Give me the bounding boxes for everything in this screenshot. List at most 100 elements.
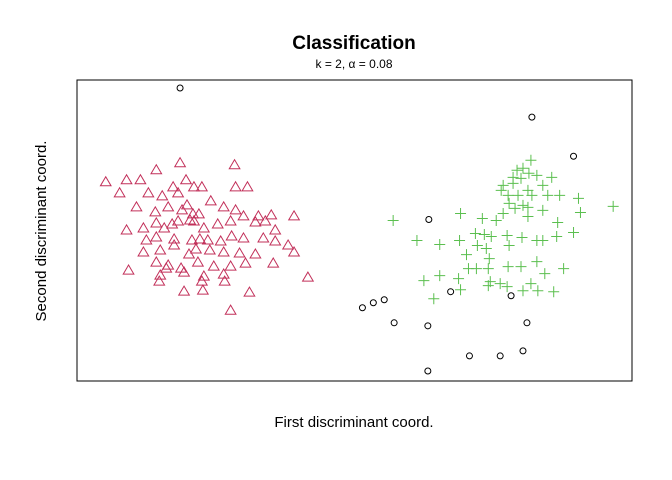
triangle-point: [269, 223, 282, 235]
circle-point: [390, 319, 398, 327]
triangle-point: [120, 173, 133, 185]
triangle-point: [149, 205, 162, 217]
triangle-point: [287, 245, 301, 257]
triangle-point: [201, 233, 215, 245]
plus-point: [482, 263, 494, 275]
chart-subtitle: k = 2, α = 0.08: [316, 57, 393, 71]
triangle-point: [267, 257, 280, 268]
triangle-point: [237, 209, 250, 221]
triangle-point: [160, 262, 173, 273]
circle-point: [496, 352, 504, 360]
plus-point: [455, 284, 467, 296]
triangle-point: [249, 215, 262, 227]
triangle-point: [195, 180, 209, 192]
triangle-point: [161, 259, 175, 270]
plus-point: [471, 240, 483, 252]
plus-point: [460, 249, 472, 261]
triangle-point: [177, 285, 191, 296]
plus-point: [531, 256, 543, 268]
plus-point: [548, 286, 560, 298]
triangle-point: [167, 238, 181, 250]
circle-point: [425, 215, 433, 223]
plus-point: [480, 243, 492, 255]
triangle-point: [171, 214, 185, 226]
plus-point: [515, 261, 527, 273]
plus-point: [454, 235, 466, 247]
triangle-point: [150, 216, 163, 228]
plus-point: [537, 235, 549, 247]
plus-point: [490, 214, 502, 226]
plus-point: [503, 197, 515, 209]
plus-point: [494, 278, 506, 290]
triangle-point: [150, 230, 163, 242]
plus-point: [511, 164, 523, 176]
triangle-point: [233, 246, 246, 258]
triangle-point: [229, 180, 242, 192]
triangle-point: [167, 232, 181, 244]
plus-point: [523, 167, 535, 179]
plus-point: [455, 207, 467, 219]
plus-point: [537, 179, 549, 191]
triangle-point: [214, 234, 227, 246]
triangle-point: [177, 266, 191, 277]
triangle-point: [287, 209, 301, 221]
plus-point: [497, 179, 509, 191]
triangle-point: [156, 189, 169, 201]
plus-point: [387, 214, 399, 226]
triangle-point: [161, 200, 175, 212]
plus-point: [503, 240, 515, 252]
triangle-point: [217, 200, 230, 212]
circle-point: [507, 292, 515, 300]
triangle-point: [196, 284, 210, 295]
circle-point: [465, 352, 473, 360]
triangle-point: [204, 194, 217, 206]
plus-point: [531, 169, 543, 181]
triangle-point: [185, 233, 199, 245]
plus-point: [572, 192, 584, 204]
triangle-point: [224, 260, 237, 271]
triangle-point: [142, 186, 155, 198]
circle-point: [358, 304, 366, 312]
circle-point: [523, 319, 531, 327]
plus-point: [526, 189, 538, 201]
triangle-point: [122, 264, 135, 275]
triangle-point: [154, 269, 167, 280]
triangle-point: [120, 223, 133, 235]
triangle-point: [239, 257, 252, 268]
circle-point: [176, 84, 184, 92]
triangle-point: [229, 203, 242, 215]
plus-point: [434, 270, 446, 282]
plus-point: [428, 293, 440, 305]
triangle-point: [301, 271, 315, 282]
circle-point: [447, 288, 455, 296]
points-layer: [99, 84, 619, 375]
triangle-point: [197, 221, 211, 233]
plus-point: [485, 231, 497, 243]
triangle-point: [113, 186, 126, 198]
circle-point: [570, 152, 578, 160]
triangle-point: [189, 242, 203, 254]
plus-point: [495, 184, 507, 196]
plus-point: [517, 162, 529, 174]
plus-point: [497, 207, 509, 219]
triangle-point: [195, 275, 209, 286]
triangle-point: [187, 180, 201, 192]
triangle-point: [140, 233, 153, 245]
plus-point: [501, 230, 513, 242]
triangle-point: [252, 209, 265, 221]
plus-point: [483, 253, 495, 265]
plus-point: [517, 285, 529, 297]
plus-point: [551, 231, 563, 243]
triangle-point: [207, 260, 220, 271]
triangle-point: [224, 304, 237, 315]
plus-point: [525, 154, 537, 166]
triangle-point: [179, 173, 193, 185]
triangle-point: [137, 245, 150, 257]
plus-point: [469, 228, 481, 240]
circle-point: [528, 113, 536, 121]
plus-point: [515, 172, 527, 184]
plus-point: [411, 235, 423, 247]
triangle-point: [150, 256, 163, 267]
plus-point: [558, 263, 570, 275]
